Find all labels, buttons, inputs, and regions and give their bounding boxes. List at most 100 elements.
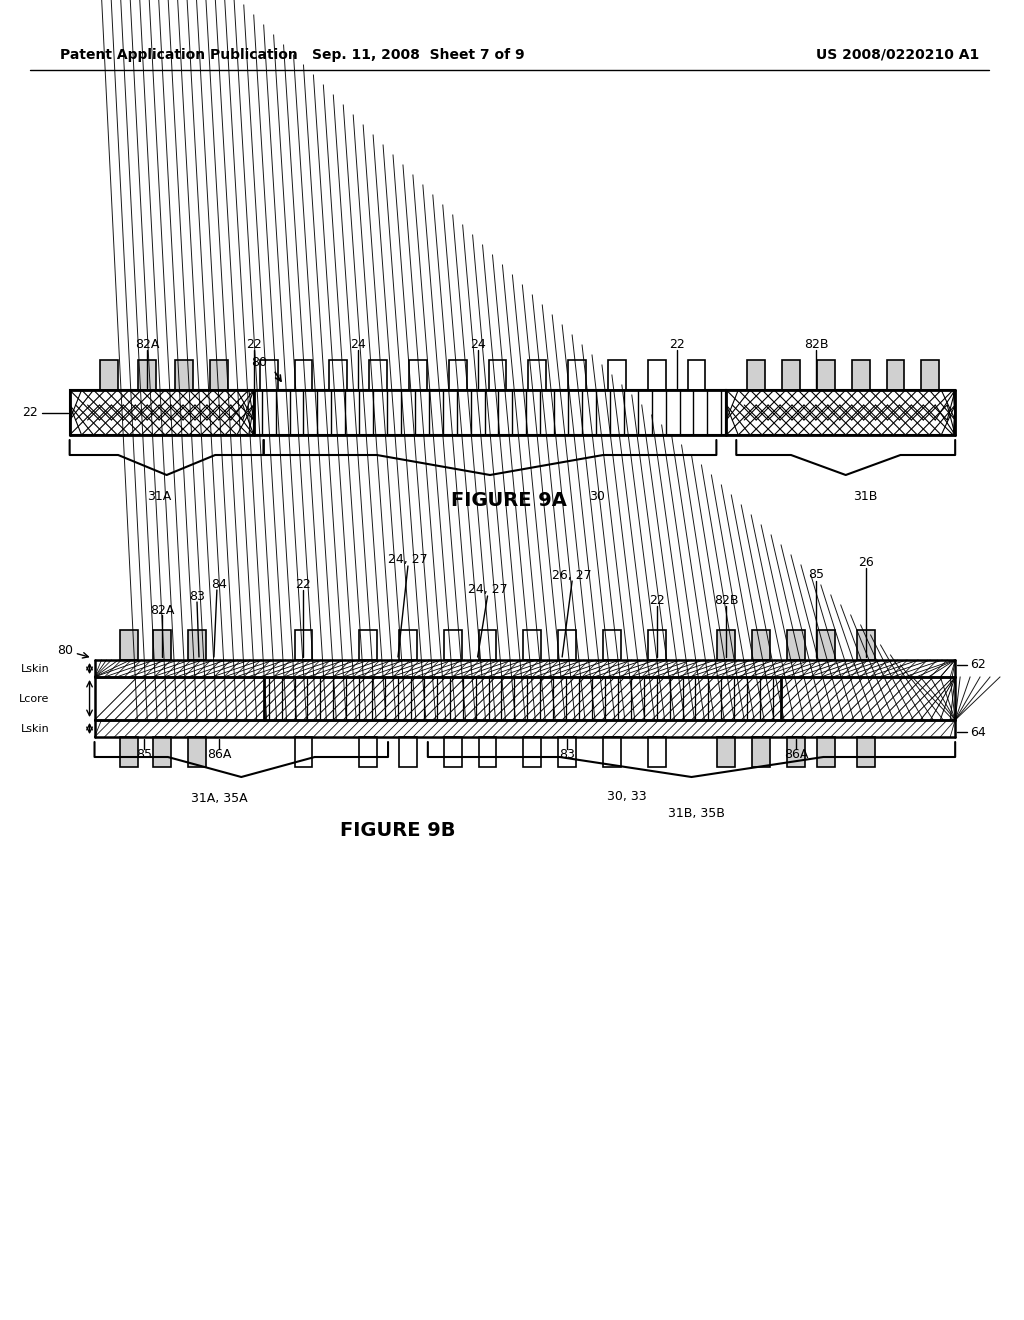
Bar (748, 360, 765, 389)
Text: 84: 84 (211, 578, 227, 590)
Bar (369, 360, 387, 389)
Text: 85: 85 (136, 748, 153, 762)
Bar (295, 737, 312, 767)
Text: 83: 83 (559, 748, 575, 762)
Bar (188, 737, 206, 767)
Bar (488, 360, 507, 389)
Bar (753, 737, 770, 767)
Text: Patent Application Publication: Patent Application Publication (59, 48, 297, 62)
Text: 83: 83 (189, 590, 205, 603)
Bar (359, 737, 377, 767)
Bar (922, 360, 939, 389)
Bar (154, 630, 171, 660)
Bar (399, 630, 417, 660)
Bar (443, 737, 462, 767)
Bar (175, 360, 194, 389)
Text: 82A: 82A (150, 603, 174, 616)
Text: 22: 22 (246, 338, 261, 351)
Bar (608, 360, 626, 389)
Bar (648, 630, 666, 660)
Text: FIGURE 9A: FIGURE 9A (452, 491, 567, 510)
Text: 31A: 31A (147, 490, 171, 503)
Bar (260, 360, 278, 389)
Bar (528, 360, 546, 389)
FancyBboxPatch shape (94, 677, 955, 719)
Bar (787, 737, 805, 767)
Text: 82B: 82B (714, 594, 738, 606)
Text: FIGURE 9B: FIGURE 9B (340, 821, 456, 840)
Bar (787, 630, 805, 660)
Bar (295, 360, 312, 389)
Bar (121, 737, 138, 767)
Text: 22: 22 (669, 338, 684, 351)
Text: 22: 22 (296, 578, 311, 590)
FancyBboxPatch shape (726, 389, 955, 436)
Text: 31A, 35A: 31A, 35A (190, 792, 247, 805)
Text: 82A: 82A (135, 338, 160, 351)
Text: 22: 22 (649, 594, 665, 606)
Text: 24, 27: 24, 27 (468, 583, 507, 597)
Bar (359, 630, 377, 660)
Bar (523, 630, 542, 660)
FancyBboxPatch shape (94, 719, 955, 737)
Bar (648, 360, 666, 389)
Bar (558, 737, 577, 767)
Bar (857, 737, 874, 767)
Bar (100, 360, 119, 389)
Bar (857, 630, 874, 660)
Bar (523, 737, 542, 767)
Text: Lskin: Lskin (22, 723, 50, 734)
Text: 80: 80 (251, 355, 266, 368)
Text: 86A: 86A (207, 748, 231, 762)
Bar (121, 630, 138, 660)
Text: 30: 30 (589, 490, 605, 503)
Bar (718, 737, 735, 767)
Bar (409, 360, 427, 389)
Bar (782, 360, 800, 389)
Bar (887, 360, 904, 389)
Bar (753, 630, 770, 660)
Text: 30, 33: 30, 33 (607, 789, 646, 803)
Bar (295, 630, 312, 660)
Bar (188, 630, 206, 660)
Bar (330, 360, 347, 389)
Text: 85: 85 (808, 569, 824, 582)
Bar (478, 737, 497, 767)
Text: US 2008/0220210 A1: US 2008/0220210 A1 (816, 48, 979, 62)
Bar (449, 360, 467, 389)
Text: 64: 64 (970, 726, 986, 738)
Text: 26, 27: 26, 27 (552, 569, 592, 582)
Bar (852, 360, 869, 389)
Text: 31B: 31B (853, 490, 878, 503)
Bar (399, 737, 417, 767)
Text: Lskin: Lskin (22, 664, 50, 673)
FancyBboxPatch shape (70, 389, 254, 436)
Bar (687, 360, 706, 389)
Text: 24: 24 (470, 338, 485, 351)
Bar (478, 630, 497, 660)
Bar (603, 737, 621, 767)
Bar (568, 360, 586, 389)
Text: 24, 27: 24, 27 (388, 553, 428, 566)
Bar (603, 630, 621, 660)
Text: 26: 26 (858, 556, 873, 569)
Bar (443, 630, 462, 660)
Text: 22: 22 (22, 407, 38, 418)
Bar (817, 630, 835, 660)
Text: 80: 80 (56, 644, 73, 656)
Bar (718, 630, 735, 660)
Bar (558, 630, 577, 660)
Text: 86A: 86A (783, 748, 808, 762)
Bar (648, 737, 666, 767)
Text: 82B: 82B (804, 338, 828, 351)
Bar (817, 360, 835, 389)
Text: 24: 24 (350, 338, 366, 351)
FancyBboxPatch shape (94, 660, 955, 677)
Bar (154, 737, 171, 767)
FancyBboxPatch shape (254, 389, 726, 436)
Text: 62: 62 (970, 659, 986, 672)
Text: Lcore: Lcore (19, 693, 50, 704)
Bar (817, 737, 835, 767)
Text: 31B, 35B: 31B, 35B (668, 807, 725, 820)
Bar (210, 360, 228, 389)
